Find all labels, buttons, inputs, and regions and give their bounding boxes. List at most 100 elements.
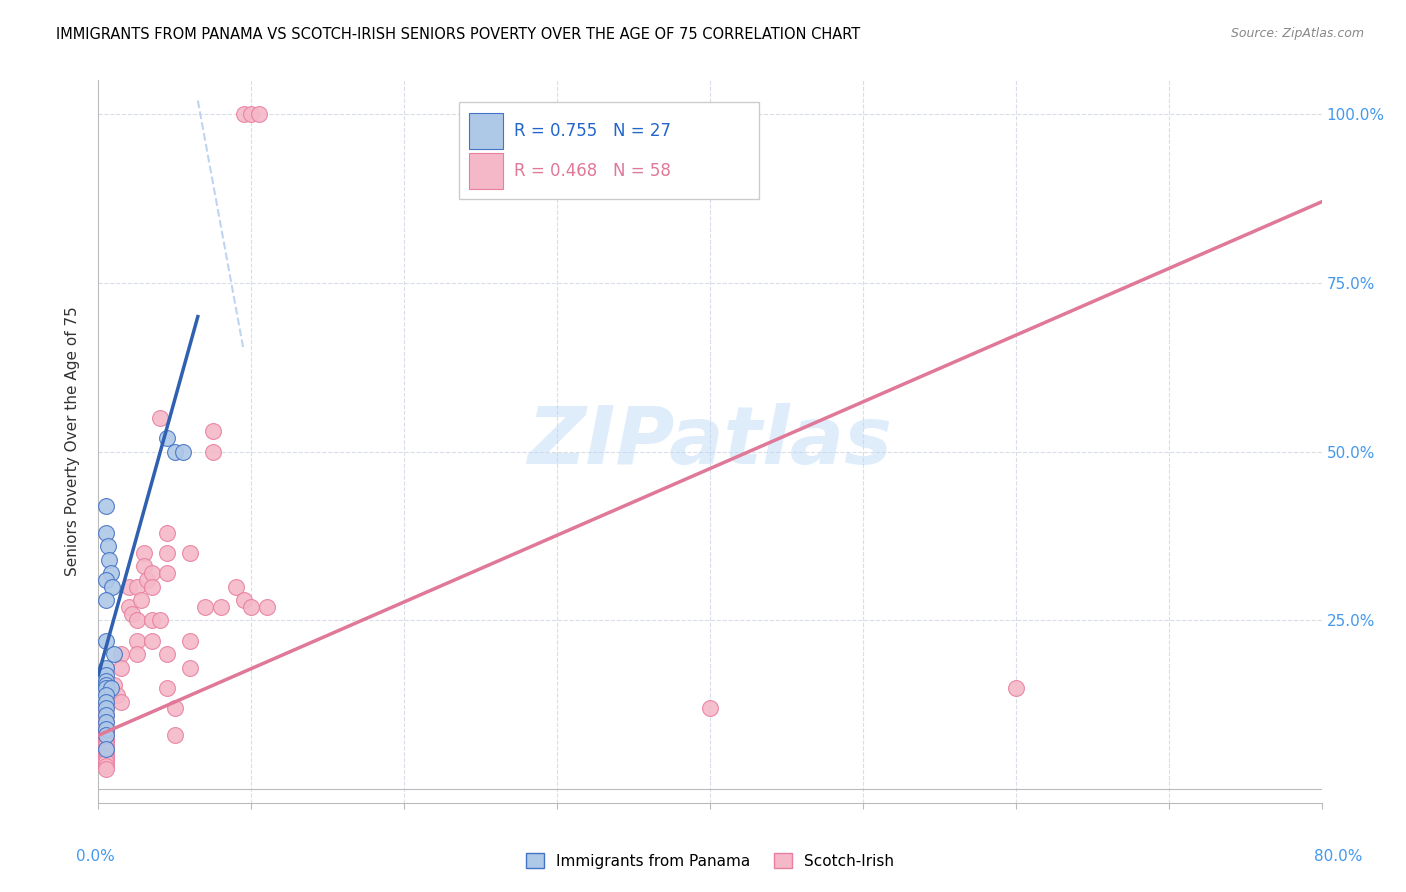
Point <box>121 607 143 621</box>
Point <box>94 722 117 736</box>
Point <box>202 425 225 439</box>
Point <box>103 678 125 692</box>
Point <box>118 580 141 594</box>
Point <box>240 599 263 614</box>
Point <box>156 566 179 581</box>
Point <box>256 599 278 614</box>
Text: IMMIGRANTS FROM PANAMA VS SCOTCH-IRISH SENIORS POVERTY OVER THE AGE OF 75 CORREL: IMMIGRANTS FROM PANAMA VS SCOTCH-IRISH S… <box>56 27 860 42</box>
Point <box>94 499 117 513</box>
Point <box>94 593 117 607</box>
Point <box>100 566 122 581</box>
Point <box>163 444 186 458</box>
Point <box>110 694 132 708</box>
Point <box>94 708 117 723</box>
Point <box>103 647 125 661</box>
Point <box>94 735 117 749</box>
Point <box>134 559 156 574</box>
Point <box>94 752 117 766</box>
Point <box>94 667 117 681</box>
Point <box>97 539 120 553</box>
Point <box>194 599 217 614</box>
Point <box>98 552 121 566</box>
Point <box>94 714 117 729</box>
Point <box>94 722 117 736</box>
Point <box>110 647 132 661</box>
Point <box>141 614 163 628</box>
Point <box>156 431 179 445</box>
Point <box>94 681 117 695</box>
Point <box>94 745 117 759</box>
Point <box>156 681 179 695</box>
Point <box>141 580 163 594</box>
Point <box>94 688 117 702</box>
Point <box>129 593 152 607</box>
Point <box>179 633 201 648</box>
Y-axis label: Seniors Poverty Over the Age of 75: Seniors Poverty Over the Age of 75 <box>65 307 80 576</box>
Point <box>100 681 122 695</box>
Point <box>94 741 117 756</box>
Point <box>94 728 117 742</box>
Point <box>179 546 201 560</box>
Point <box>149 614 172 628</box>
Point <box>125 580 148 594</box>
Point <box>94 762 117 776</box>
Point <box>94 748 117 763</box>
Point <box>163 728 186 742</box>
Point <box>179 661 201 675</box>
Point <box>118 599 141 614</box>
Point <box>156 525 179 540</box>
Point <box>141 566 163 581</box>
Point <box>125 633 148 648</box>
Point <box>94 694 117 708</box>
FancyBboxPatch shape <box>460 102 759 200</box>
Point <box>225 580 247 594</box>
Point <box>134 546 156 560</box>
Point <box>94 661 117 675</box>
Point <box>94 714 117 729</box>
Text: R = 0.468   N = 58: R = 0.468 N = 58 <box>515 161 671 179</box>
Point <box>125 614 148 628</box>
Point <box>94 674 117 689</box>
Point <box>136 573 159 587</box>
Point <box>240 107 263 121</box>
Point <box>232 107 254 121</box>
Point <box>209 599 232 614</box>
FancyBboxPatch shape <box>470 112 503 149</box>
Point <box>1004 681 1026 695</box>
Point <box>163 701 186 715</box>
Text: ZIPatlas: ZIPatlas <box>527 402 893 481</box>
Text: 0.0%: 0.0% <box>76 849 115 863</box>
Point <box>94 728 117 742</box>
Point <box>94 758 117 772</box>
Point <box>156 647 179 661</box>
Point <box>94 701 117 715</box>
FancyBboxPatch shape <box>470 153 503 189</box>
Legend: Immigrants from Panama, Scotch-Irish: Immigrants from Panama, Scotch-Irish <box>520 847 900 875</box>
Point <box>156 546 179 560</box>
Point <box>172 444 194 458</box>
Point <box>94 756 117 770</box>
Point <box>94 739 117 753</box>
Point <box>94 741 117 756</box>
Point <box>101 580 124 594</box>
Point <box>94 678 117 692</box>
Text: 80.0%: 80.0% <box>1315 849 1362 863</box>
Text: Source: ZipAtlas.com: Source: ZipAtlas.com <box>1230 27 1364 40</box>
Point <box>699 701 721 715</box>
Text: R = 0.755   N = 27: R = 0.755 N = 27 <box>515 121 671 140</box>
Point <box>94 573 117 587</box>
Point <box>247 107 270 121</box>
Point <box>149 411 172 425</box>
Point <box>141 633 163 648</box>
Point <box>94 708 117 723</box>
Point <box>202 444 225 458</box>
Point <box>94 633 117 648</box>
Point <box>94 725 117 739</box>
Point <box>105 688 128 702</box>
Point <box>94 731 117 746</box>
Point <box>125 647 148 661</box>
Point <box>232 593 254 607</box>
Point <box>110 661 132 675</box>
Point <box>94 701 117 715</box>
Point <box>94 525 117 540</box>
